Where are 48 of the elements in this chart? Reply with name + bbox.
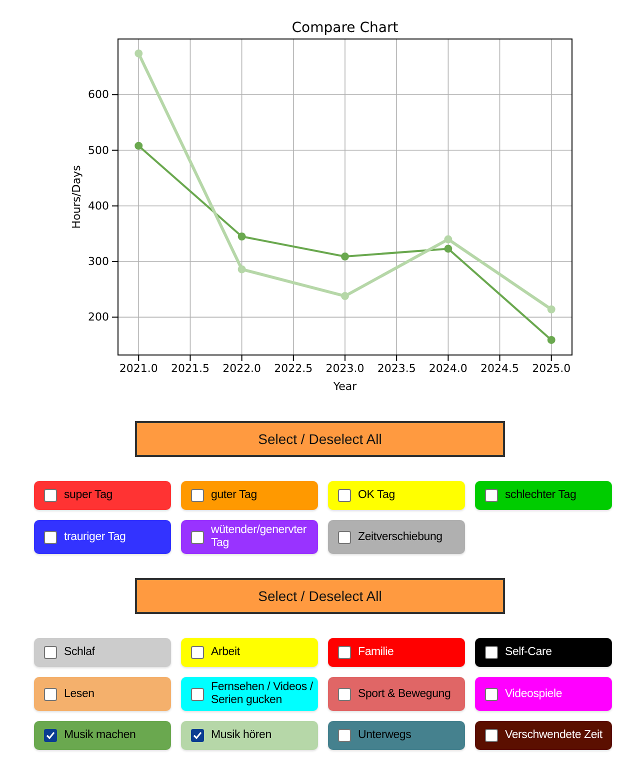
category-label: trauriger Tag bbox=[64, 530, 126, 544]
point bbox=[547, 305, 556, 314]
point bbox=[134, 49, 143, 58]
category-label: Lesen bbox=[64, 688, 94, 700]
text: Select / Deselect All bbox=[135, 578, 505, 614]
y-tick-label: 500 bbox=[88, 144, 109, 157]
x-tick-label: 2023.5 bbox=[377, 362, 416, 375]
category-label: Zeitverschiebung bbox=[358, 530, 442, 544]
category-label: schlechter Tag bbox=[505, 489, 576, 502]
category-label: OK Tag bbox=[358, 489, 395, 502]
category-label: Musik hören bbox=[211, 729, 272, 742]
category-label: Videospiele bbox=[505, 688, 562, 700]
point bbox=[341, 252, 349, 261]
x-tick-label: 2022.0 bbox=[222, 362, 262, 375]
category-label: wütender/genervter Tag bbox=[211, 524, 308, 550]
x-tick-label: 2025.0 bbox=[532, 362, 571, 375]
category-label: Schlaf bbox=[64, 646, 95, 659]
chart-title: Compare Chart bbox=[292, 20, 399, 36]
x-tick-label: 2021.0 bbox=[119, 362, 158, 375]
y-tick-label: 200 bbox=[88, 310, 109, 324]
category-label: Verschwendete Zeit bbox=[505, 729, 602, 742]
y-axis-title: Hours/Days bbox=[70, 165, 83, 229]
point bbox=[134, 142, 143, 150]
category-label: Arbeit bbox=[211, 646, 240, 659]
x-axis-title: Year bbox=[332, 380, 358, 393]
category-label: guter Tag bbox=[211, 489, 257, 502]
point bbox=[547, 336, 556, 344]
y-tick-label: 400 bbox=[88, 199, 109, 212]
x-tick-label: 2023.0 bbox=[326, 362, 364, 375]
category-label: Unterwegs bbox=[358, 729, 412, 742]
category-label: Musik machen bbox=[64, 729, 136, 742]
text: Select / Deselect All bbox=[135, 421, 505, 457]
point bbox=[444, 244, 452, 253]
point bbox=[341, 292, 349, 300]
point bbox=[238, 265, 246, 274]
category-label: Fernsehen / Videos / Serien gucken bbox=[211, 681, 313, 707]
y-tick-label: 300 bbox=[88, 255, 109, 268]
point bbox=[444, 235, 452, 244]
x-tick-label: 2021.5 bbox=[170, 362, 210, 375]
x-tick-label: 2024.0 bbox=[428, 362, 468, 375]
y-tick-label: 600 bbox=[88, 88, 109, 102]
category-label: Familie bbox=[358, 646, 394, 659]
category-label: Self-Care bbox=[505, 646, 552, 659]
x-tick-label: 2022.5 bbox=[274, 362, 313, 375]
category-label: super Tag bbox=[64, 489, 112, 502]
category-label: Sport & Bewegung bbox=[358, 688, 451, 700]
point bbox=[238, 232, 246, 240]
x-tick-label: 2024.5 bbox=[480, 362, 520, 375]
